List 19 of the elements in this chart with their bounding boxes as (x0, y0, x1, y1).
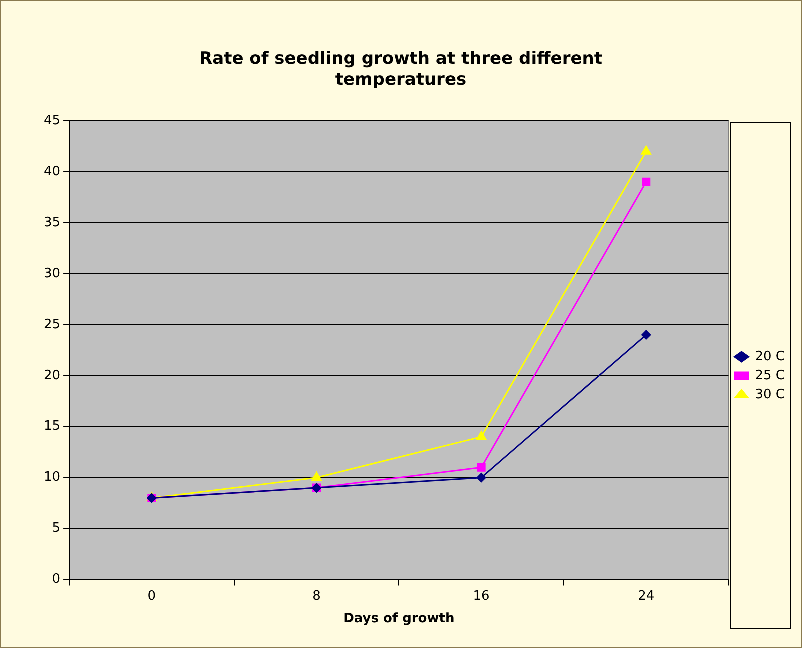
y-tick-label: 25 (44, 317, 61, 332)
y-tick-label: 5 (52, 521, 61, 536)
y-tick-label: 15 (44, 419, 61, 434)
x-tick-label: 8 (312, 588, 321, 604)
chart-title: Rate of seedling growth at three different temperatures (198, 49, 604, 91)
x-tick-label: 24 (638, 588, 655, 604)
y-tick-label: 20 (44, 368, 61, 384)
x-tick-label: 0 (148, 588, 156, 604)
y-tick-label: 0 (52, 572, 61, 588)
legend-label: 30 C (755, 387, 786, 402)
y-tick-label: 35 (44, 215, 61, 230)
x-tick-label: 16 (473, 588, 490, 604)
legend-label: 20 C (755, 349, 786, 364)
y-tick-label: 45 (44, 113, 61, 128)
legend-label: 25 C (755, 368, 786, 384)
y-tick-label: 10 (44, 470, 61, 486)
y-tick-label: 40 (44, 164, 61, 180)
x-axis-title: Days of growth (344, 612, 455, 627)
y-tick-label: 30 (44, 266, 61, 282)
